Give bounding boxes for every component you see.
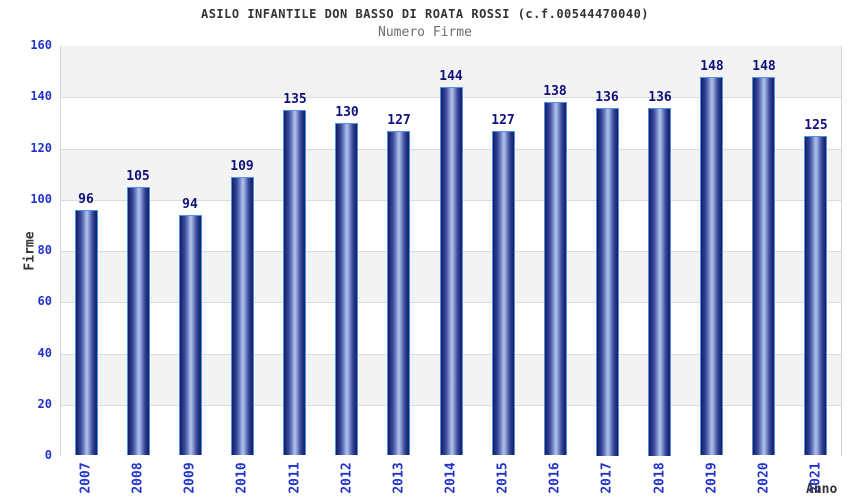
bar-value-label: 96	[78, 192, 94, 207]
bar-2008	[127, 187, 150, 455]
bar-value-label: 105	[126, 169, 150, 184]
y-tick-label: 60	[37, 294, 52, 309]
x-tick-label: 2007	[78, 462, 94, 494]
bar-value-label: 148	[700, 59, 724, 74]
bar-2009	[179, 215, 202, 455]
bar-value-label: 136	[595, 90, 619, 105]
bar-2014	[440, 87, 463, 455]
bar-value-label: 136	[648, 90, 672, 105]
y-tick-label: 160	[30, 38, 52, 52]
bar-2012	[335, 123, 358, 455]
y-tick-label: 40	[37, 345, 52, 360]
bar-2018	[648, 108, 671, 456]
x-tick-label: 2008	[130, 462, 146, 494]
y-tick-label: 120	[30, 140, 52, 155]
chart-title: ASILO INFANTILE DON BASSO DI ROATA ROSSI…	[200, 7, 650, 21]
x-tick-label: 2013	[391, 462, 407, 494]
bar-value-label: 135	[283, 92, 307, 107]
y-tick-label: 0	[44, 448, 52, 462]
y-tick-label: 140	[30, 89, 52, 104]
bar-value-label: 130	[335, 105, 359, 120]
x-tick-label: 2020	[756, 462, 772, 494]
bar-value-label: 127	[387, 113, 411, 128]
y-tick-label: 100	[30, 191, 52, 206]
x-tick-label: 2015	[495, 462, 511, 494]
bar-2007	[75, 210, 98, 455]
bar-2011	[283, 110, 306, 455]
bar-value-label: 94	[182, 197, 198, 212]
bar-value-label: 144	[439, 69, 463, 84]
y-tick-label: 20	[37, 396, 52, 411]
bar-value-label: 125	[804, 118, 828, 133]
bar-2017	[596, 108, 619, 456]
bar-value-label: 138	[543, 84, 567, 99]
bar-2016	[544, 102, 567, 455]
bar-value-label: 127	[491, 113, 515, 128]
x-axis-title: Anno	[806, 482, 838, 497]
bar-2020	[752, 77, 775, 455]
x-tick-label: 2018	[652, 462, 668, 494]
bar-value-label: 109	[230, 159, 254, 174]
bar-2010	[231, 177, 254, 455]
x-tick-label: 2011	[287, 462, 303, 494]
x-tick-label: 2012	[339, 462, 355, 494]
chart-subtitle: Numero Firme	[378, 25, 472, 40]
x-tick-label: 2014	[443, 462, 459, 494]
x-tick-label: 2010	[234, 462, 250, 494]
bar-2021	[804, 136, 827, 455]
bar-value-label: 148	[752, 59, 776, 74]
x-tick-label: 2019	[704, 462, 720, 494]
x-tick-label: 2016	[547, 462, 563, 494]
bar-2015	[492, 131, 515, 455]
x-tick-label: 2009	[182, 462, 198, 494]
x-tick-label: 2017	[599, 462, 615, 494]
y-tick-label: 80	[37, 243, 52, 257]
y-axis-title: Firme	[22, 231, 38, 271]
bar-2013	[387, 131, 410, 455]
bar-2019	[700, 77, 723, 455]
